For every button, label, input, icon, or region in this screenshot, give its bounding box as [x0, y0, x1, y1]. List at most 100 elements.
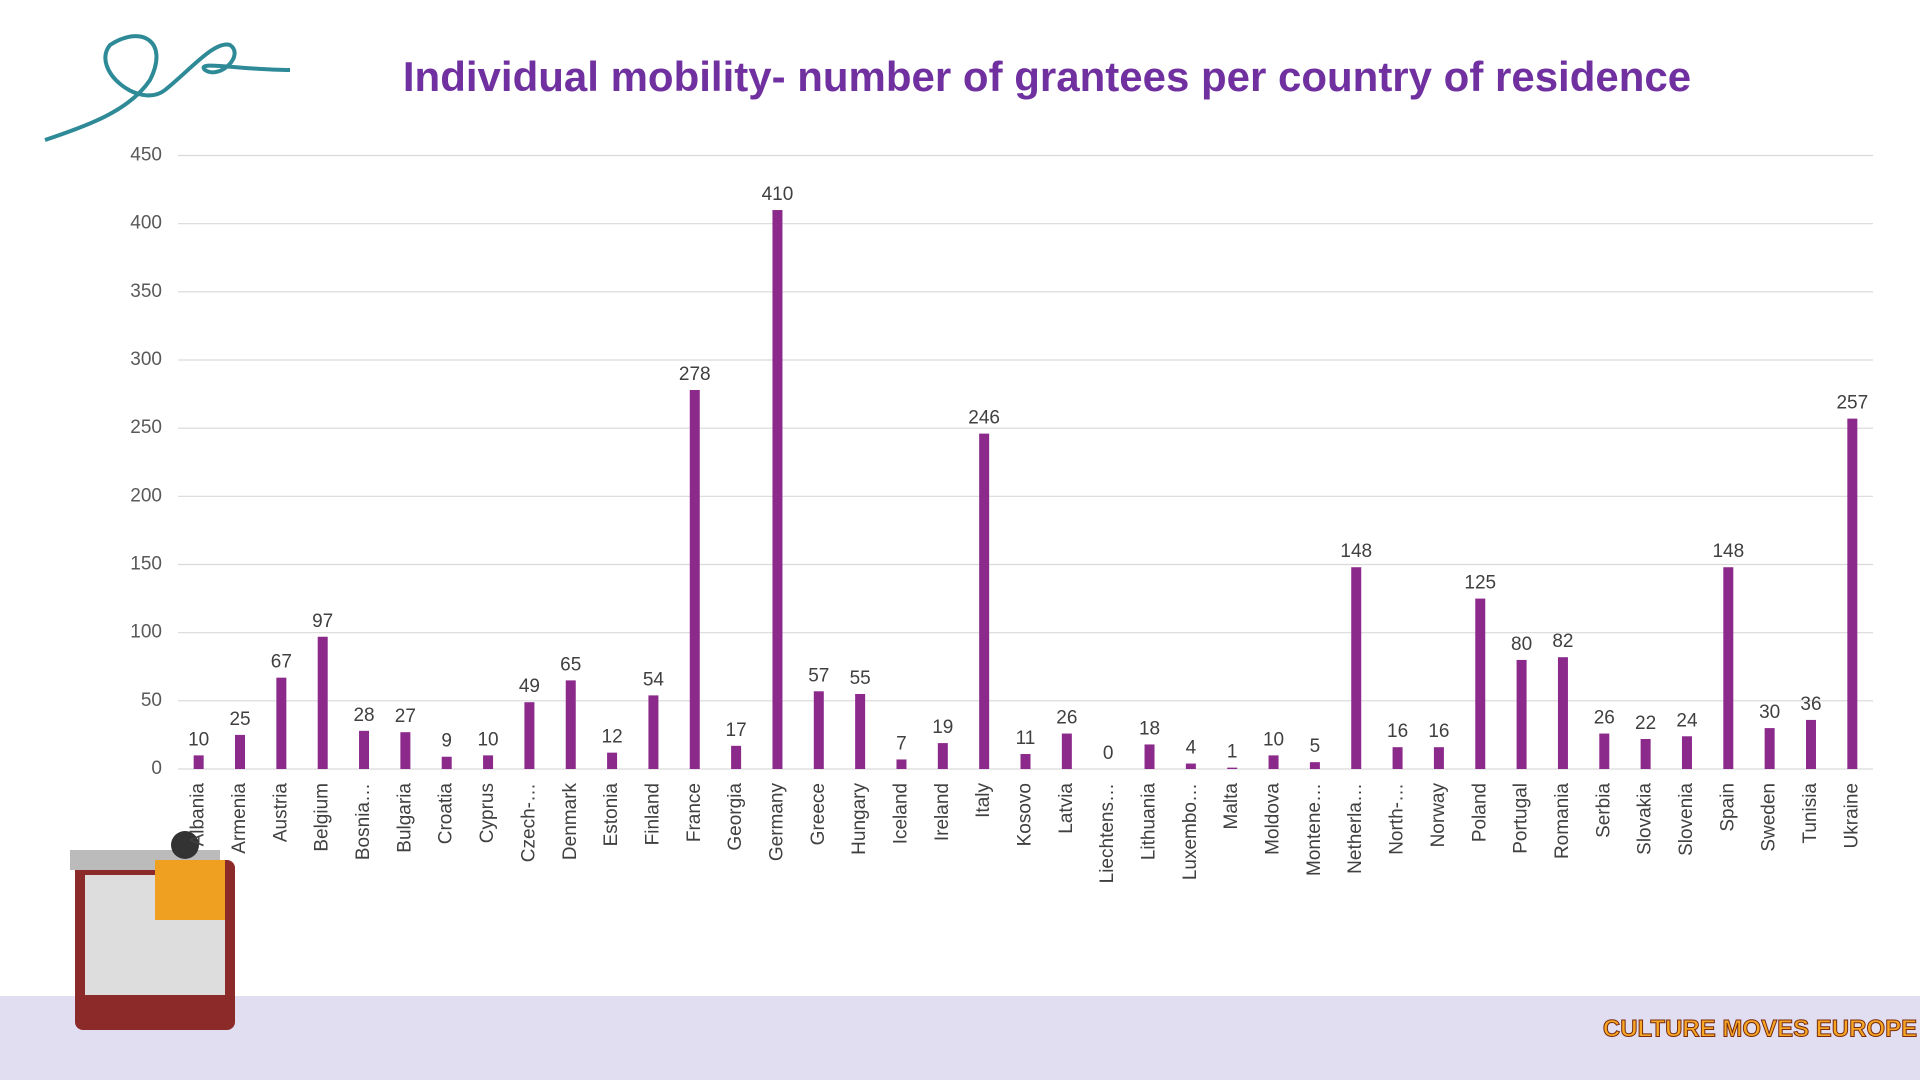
x-tick-label: Belgium — [312, 783, 333, 852]
data-label: 24 — [1676, 710, 1698, 731]
bar — [979, 433, 990, 769]
bar — [1640, 739, 1651, 769]
bar — [937, 743, 948, 769]
bar — [441, 756, 452, 769]
x-tick-label: Ukraine — [1841, 783, 1862, 848]
x-tick-label: Italy — [973, 783, 994, 818]
data-label: 12 — [602, 727, 623, 748]
bar — [400, 732, 411, 769]
x-tick-label: Sweden — [1759, 783, 1780, 852]
x-tick-label: Norway — [1428, 783, 1449, 848]
bar — [1764, 728, 1775, 769]
data-label: 10 — [1263, 729, 1284, 750]
bar — [1516, 659, 1527, 769]
x-tick-label: Estonia — [601, 783, 622, 847]
footer-band — [0, 996, 1920, 1080]
data-label: 49 — [519, 676, 540, 697]
data-label: 148 — [1340, 541, 1372, 562]
x-tick-label: Slovakia — [1635, 783, 1656, 855]
data-label: 82 — [1552, 631, 1573, 652]
data-label: 54 — [643, 669, 665, 690]
x-tick-label: Romania — [1552, 783, 1573, 859]
bar — [731, 745, 742, 769]
bar — [193, 755, 204, 769]
data-label: 11 — [1016, 728, 1036, 749]
x-tick-label: Germany — [766, 783, 787, 862]
y-tick-label: 150 — [130, 554, 162, 575]
data-label: 148 — [1712, 541, 1744, 562]
x-tick-label: Finland — [642, 783, 663, 845]
bar — [648, 695, 659, 769]
x-tick-label: Czech-… — [518, 783, 539, 862]
data-label: 67 — [271, 652, 292, 673]
x-tick-label: Liechtens… — [1097, 783, 1118, 883]
x-tick-label: Kosovo — [1015, 783, 1036, 846]
data-label: 18 — [1139, 718, 1160, 739]
bar — [772, 210, 783, 770]
bar — [276, 677, 287, 769]
bar — [896, 759, 907, 769]
data-label: 10 — [188, 729, 209, 750]
data-label: 278 — [679, 364, 711, 385]
data-label: 4 — [1186, 738, 1197, 759]
x-tick-label: Croatia — [436, 783, 457, 845]
bar — [1475, 598, 1486, 769]
bar — [1227, 767, 1238, 769]
y-tick-label: 350 — [130, 281, 162, 302]
x-tick-label: Montene… — [1304, 783, 1325, 876]
x-tick-label: Lithuania — [1139, 783, 1160, 861]
y-tick-label: 200 — [130, 485, 162, 506]
data-label: 80 — [1511, 634, 1532, 655]
decoration-squiggle — [44, 34, 291, 142]
x-tick-label: Armenia — [229, 783, 250, 854]
bar — [1061, 733, 1072, 769]
bar — [1020, 754, 1031, 769]
x-tick-label: Serbia — [1593, 783, 1614, 838]
x-tick-label: Albania — [188, 783, 209, 847]
bar — [813, 691, 824, 769]
bar — [607, 752, 618, 769]
bar — [483, 755, 494, 769]
y-tick-label: 450 — [130, 145, 162, 166]
y-tick-label: 250 — [130, 417, 162, 438]
x-tick-label: Hungary — [849, 783, 870, 855]
data-label: 19 — [932, 717, 953, 738]
bar — [1805, 719, 1816, 769]
x-tick-label: Netherla… — [1345, 783, 1366, 874]
y-tick-label: 0 — [151, 758, 162, 779]
y-tick-label: 50 — [141, 690, 162, 711]
x-tick-label: Cyprus — [477, 783, 498, 843]
data-label: 22 — [1635, 713, 1656, 734]
x-tick-label: Portugal — [1511, 783, 1532, 854]
bar — [1351, 567, 1362, 769]
bar — [1557, 657, 1568, 769]
x-tick-label: Austria — [270, 783, 291, 843]
data-label: 65 — [560, 654, 581, 675]
bar — [1185, 763, 1196, 769]
data-label: 410 — [762, 184, 794, 205]
data-label: 257 — [1836, 393, 1868, 414]
bar — [1392, 747, 1403, 769]
y-tick-label: 400 — [130, 213, 162, 234]
bar — [565, 680, 576, 769]
y-tick-label: 100 — [130, 622, 162, 643]
data-label: 36 — [1800, 694, 1821, 715]
x-tick-label: Ireland — [932, 783, 953, 841]
x-tick-label: Tunisia — [1800, 783, 1821, 844]
bar — [1599, 733, 1610, 769]
data-label: 16 — [1387, 721, 1408, 742]
data-label: 125 — [1464, 573, 1496, 594]
data-label: 55 — [850, 668, 871, 689]
x-tick-label: Moldova — [1263, 783, 1284, 855]
data-label: 28 — [353, 705, 374, 726]
typewriter-illustration — [70, 831, 235, 1030]
data-label: 9 — [441, 731, 452, 752]
data-label: 25 — [229, 709, 250, 730]
x-tick-label: Bulgaria — [394, 783, 415, 853]
bar — [689, 389, 700, 769]
chart-title: Individual mobility- number of grantees … — [403, 53, 1691, 100]
data-label: 5 — [1310, 736, 1321, 757]
x-tick-label: Latvia — [1056, 783, 1077, 834]
x-tick-label: Iceland — [890, 783, 911, 844]
data-label: 57 — [808, 665, 829, 686]
